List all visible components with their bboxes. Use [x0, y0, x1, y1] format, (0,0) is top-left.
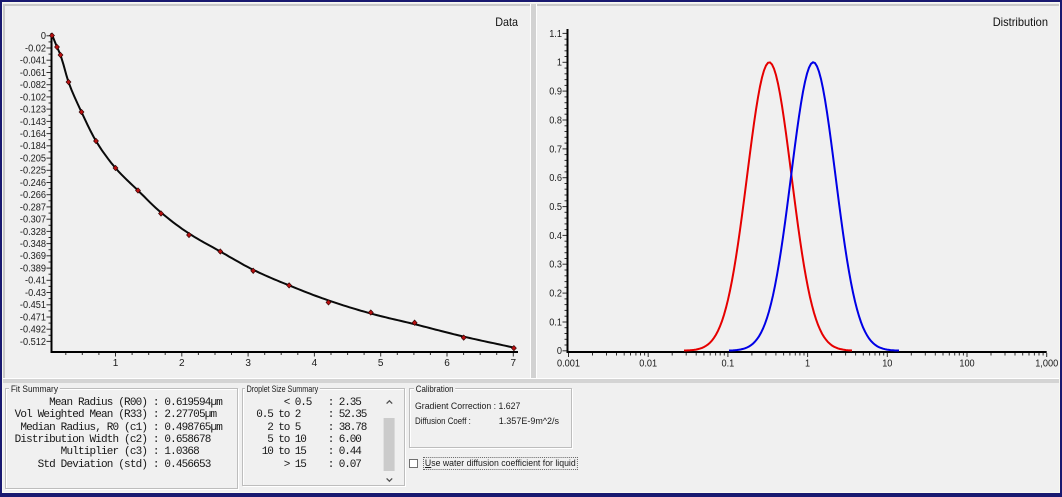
svg-text:0.001: 0.001 — [557, 359, 580, 370]
svg-text:0.01: 0.01 — [639, 359, 657, 370]
svg-text:-0.41: -0.41 — [25, 276, 46, 287]
svg-text:-0.082: -0.082 — [20, 80, 46, 91]
svg-text:4: 4 — [312, 358, 318, 369]
svg-text:-0.369: -0.369 — [20, 251, 46, 262]
svg-text:100: 100 — [959, 359, 975, 370]
svg-text:-0.307: -0.307 — [20, 215, 46, 226]
svg-text:0.5: 0.5 — [549, 202, 562, 213]
svg-text:0.4: 0.4 — [549, 231, 562, 242]
svg-text:-0.512: -0.512 — [20, 337, 46, 348]
svg-text:-0.389: -0.389 — [20, 264, 46, 275]
svg-text:-0.492: -0.492 — [20, 325, 46, 336]
svg-text:0.1: 0.1 — [722, 359, 735, 370]
svg-text:-0.123: -0.123 — [20, 105, 46, 116]
svg-text:0.6: 0.6 — [549, 173, 562, 184]
svg-text:-0.451: -0.451 — [20, 300, 46, 311]
svg-text:1: 1 — [113, 358, 119, 369]
svg-text:1: 1 — [805, 359, 811, 370]
svg-text:-0.184: -0.184 — [20, 141, 46, 152]
svg-text:1,000: 1,000 — [1035, 359, 1058, 370]
svg-text:-0.102: -0.102 — [20, 92, 46, 103]
svg-text:-0.041: -0.041 — [20, 56, 46, 67]
svg-text:0.7: 0.7 — [549, 144, 562, 155]
svg-text:1: 1 — [557, 58, 563, 69]
svg-text:Distribution: Distribution — [993, 15, 1048, 29]
svg-text:-0.205: -0.205 — [20, 154, 46, 165]
svg-text:-0.225: -0.225 — [20, 166, 46, 177]
svg-text:0.2: 0.2 — [549, 289, 562, 300]
svg-text:Data: Data — [495, 15, 518, 29]
svg-text:-0.266: -0.266 — [20, 190, 46, 201]
svg-text:1.1: 1.1 — [549, 29, 562, 40]
svg-text:10: 10 — [882, 359, 893, 370]
svg-text:6: 6 — [444, 358, 450, 369]
svg-text:0.9: 0.9 — [549, 87, 562, 98]
svg-text:-0.061: -0.061 — [20, 68, 46, 79]
svg-text:-0.43: -0.43 — [25, 288, 46, 299]
svg-text:-0.143: -0.143 — [20, 117, 46, 128]
svg-text:2: 2 — [179, 358, 185, 369]
svg-text:-0.164: -0.164 — [20, 129, 46, 140]
svg-text:-0.471: -0.471 — [20, 312, 46, 323]
svg-text:0.3: 0.3 — [549, 260, 562, 271]
svg-text:0: 0 — [557, 346, 563, 357]
svg-text:0.8: 0.8 — [549, 115, 562, 126]
svg-text:7: 7 — [511, 358, 517, 369]
svg-text:-0.02: -0.02 — [25, 43, 46, 54]
svg-text:5: 5 — [378, 358, 384, 369]
svg-text:0.1: 0.1 — [549, 317, 562, 328]
svg-text:-0.287: -0.287 — [20, 202, 46, 213]
svg-text:0: 0 — [41, 31, 47, 42]
svg-text:3: 3 — [245, 358, 251, 369]
svg-text:-0.328: -0.328 — [20, 227, 46, 238]
svg-text:-0.246: -0.246 — [20, 178, 46, 189]
svg-text:-0.348: -0.348 — [20, 239, 46, 250]
